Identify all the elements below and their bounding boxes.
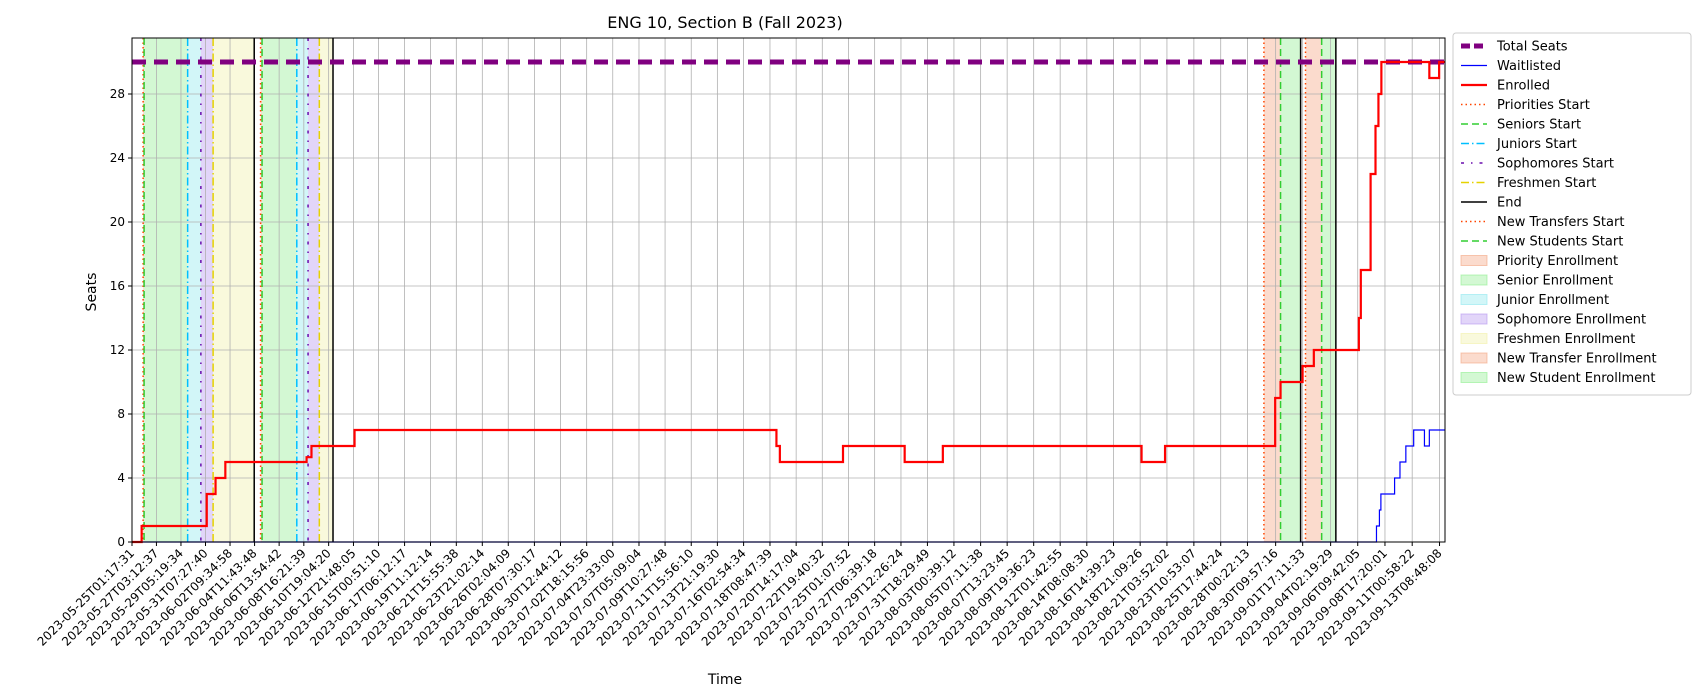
span-sophomore-enrollment: [308, 38, 320, 542]
legend-swatch-new-transfer-enrollment: [1460, 352, 1488, 364]
span-new-transfer-enrollment: [1263, 38, 1281, 542]
legend-label-freshmen-start: Freshmen Start: [1497, 176, 1596, 191]
chart-title: ENG 10, Section B (Fall 2023): [607, 13, 842, 32]
span-freshmen-enrollment: [319, 38, 334, 542]
y-tick-label: 28: [110, 87, 125, 101]
y-axis-label: Seats: [84, 273, 100, 312]
legend-swatch-freshmen-enrollment: [1460, 333, 1488, 344]
series-enrolled: [132, 60, 1445, 544]
span-new-transfer-enrollment: [1305, 38, 1322, 542]
legend-label-junior-enrollment: Junior Enrollment: [1496, 293, 1609, 308]
legend: Total Seats Waitlisted Enrolled Priorities …: [1452, 32, 1692, 396]
event-lines: [142, 38, 1337, 542]
legend-label-new-transfers-start: New Transfers Start: [1497, 215, 1624, 230]
y-tick-label: 0: [117, 535, 125, 549]
grid-lines: [131, 38, 1445, 543]
span-freshmen-enrollment: [213, 38, 255, 542]
series-waitlisted: [132, 429, 1445, 543]
legend-label-juniors-start: Juniors Start: [1496, 137, 1577, 152]
legend-label-sophomores-start: Sophomores Start: [1497, 157, 1614, 172]
plot-frame: [131, 37, 1446, 543]
legend-label-waitlisted: Waitlisted: [1497, 59, 1561, 74]
legend-swatch-priority-enrollment: [1460, 255, 1488, 266]
span-junior-enrollment: [296, 38, 309, 542]
y-tick-label: 20: [110, 215, 125, 229]
legend-label-end: End: [1497, 196, 1522, 211]
y-ticks: 0 4 8 12 16 20 24 28: [110, 87, 132, 549]
legend-swatch-junior-enrollment: [1460, 294, 1488, 305]
legend-swatch-new-student-enrollment: [1460, 372, 1488, 383]
legend-swatch-senior-enrollment: [1460, 274, 1488, 286]
legend-label-total-seats: Total Seats: [1496, 40, 1568, 55]
legend-label-seniors-start: Seniors Start: [1497, 118, 1581, 133]
y-tick-label: 12: [110, 343, 125, 357]
legend-label-priority-enrollment: Priority Enrollment: [1497, 254, 1618, 269]
x-axis-label: Time: [707, 672, 742, 688]
data-series: [132, 59, 1445, 544]
legend-label-senior-enrollment: Senior Enrollment: [1497, 274, 1613, 289]
legend-label-new-students-start: New Students Start: [1497, 235, 1623, 250]
span-senior-enrollment: [144, 38, 188, 542]
legend-label-freshmen-enrollment: Freshmen Enrollment: [1497, 332, 1635, 347]
legend-label-sophomore-enrollment: Sophomore Enrollment: [1497, 313, 1646, 328]
x-ticks: 2023-05-25T01:17:312023-05-27T03:12:3720…: [35, 542, 1445, 649]
legend-label-priorities-start: Priorities Start: [1497, 98, 1590, 113]
span-sophomore-enrollment: [200, 38, 214, 542]
legend-box: [1452, 32, 1692, 396]
enrollment-spans: [143, 38, 1336, 542]
legend-label-new-student-enrollment: New Student Enrollment: [1497, 371, 1655, 386]
legend-label-new-transfer-enrollment: New Transfer Enrollment: [1497, 352, 1657, 367]
span-new-student-enrollment: [1321, 38, 1336, 542]
legend-swatch-sophomore-enrollment: [1460, 313, 1488, 325]
y-tick-label: 24: [110, 151, 125, 165]
span-new-student-enrollment: [1280, 38, 1301, 542]
legend-label-enrolled: Enrolled: [1497, 79, 1550, 94]
y-tick-label: 4: [117, 471, 125, 485]
y-tick-label: 16: [110, 279, 125, 293]
span-junior-enrollment: [187, 38, 201, 542]
y-tick-label: 8: [117, 407, 125, 421]
